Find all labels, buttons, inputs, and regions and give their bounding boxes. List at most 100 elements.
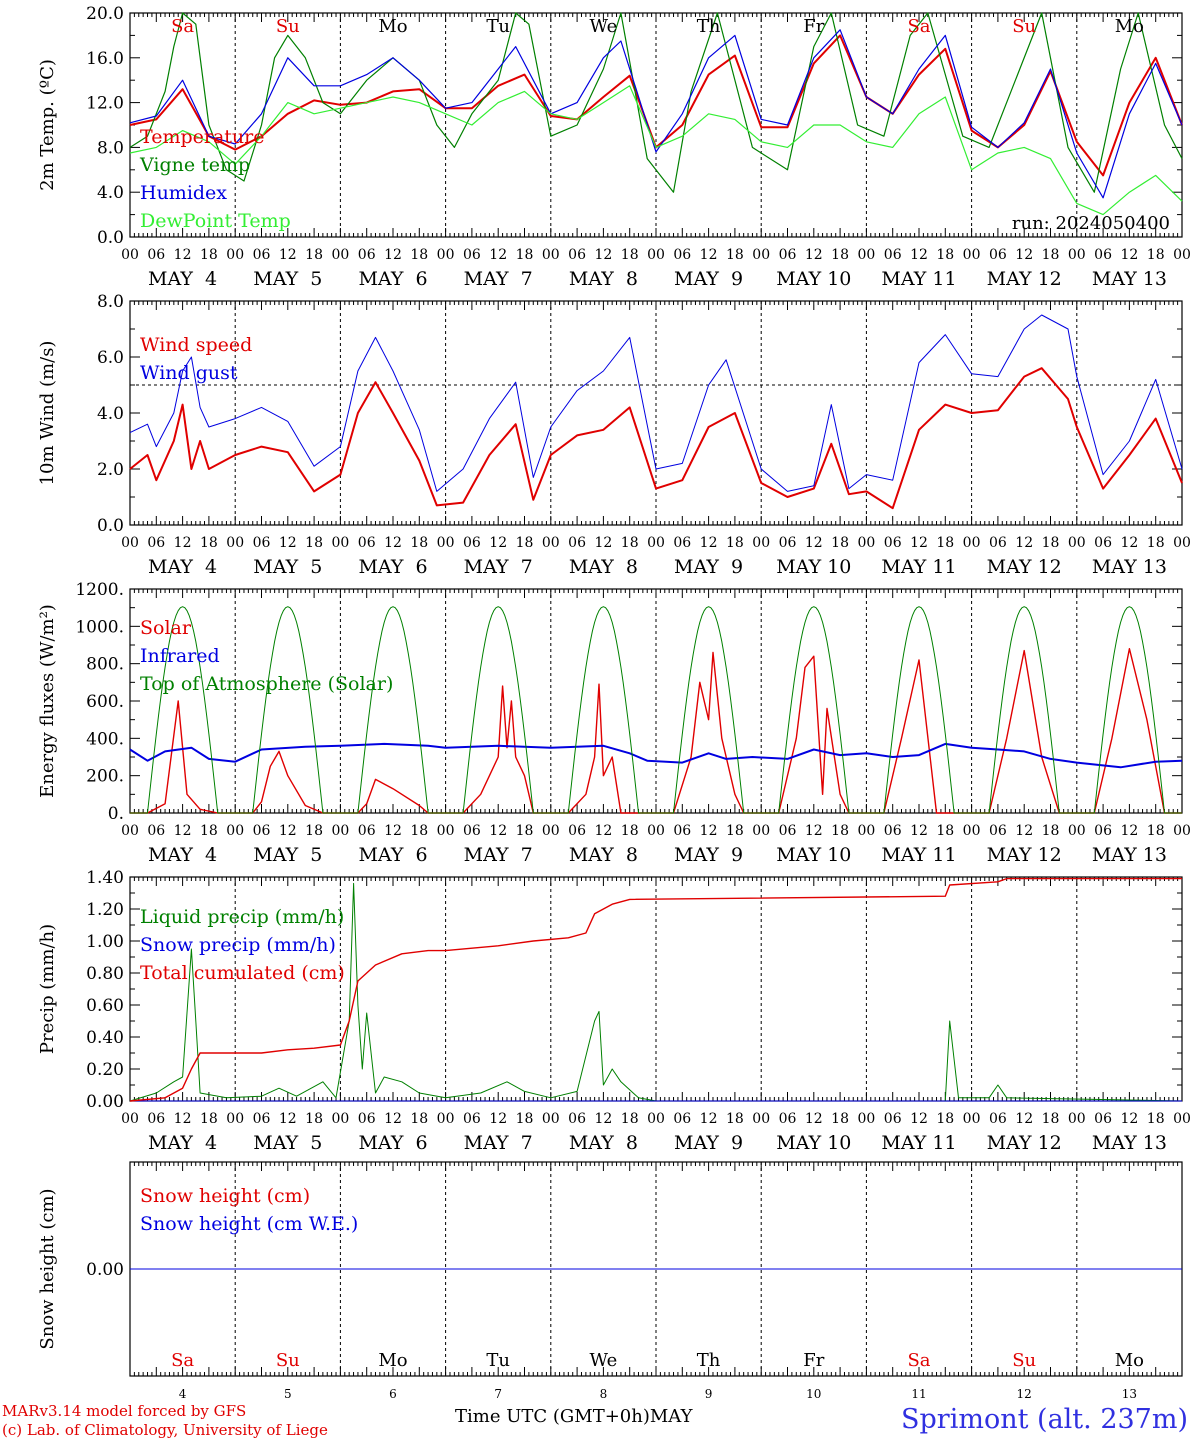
day-label: MAY 5 bbox=[253, 844, 322, 866]
hour-tick-label: 18 bbox=[831, 535, 849, 551]
legend-entry: Temperature bbox=[140, 126, 264, 148]
y-tick-label: 0.20 bbox=[86, 1060, 124, 1080]
hour-tick-label: 18 bbox=[621, 247, 639, 263]
hour-tick-label: 06 bbox=[568, 1111, 586, 1127]
hour-tick-label: 18 bbox=[516, 247, 534, 263]
weekday-label-top: Tu bbox=[486, 16, 510, 37]
series-line-dewpoint-temp bbox=[129, 85, 1183, 216]
hour-tick-label: 00 bbox=[437, 823, 455, 839]
hour-tick-label: 12 bbox=[384, 535, 402, 551]
y-tick-label: 1.40 bbox=[86, 868, 124, 888]
y-tick-label: 800. bbox=[86, 655, 124, 675]
hour-tick-label: 00 bbox=[542, 247, 560, 263]
hour-tick-label: 06 bbox=[463, 247, 481, 263]
hour-tick-label: 18 bbox=[410, 535, 428, 551]
y-tick-label: 8.0 bbox=[97, 138, 124, 158]
day-label: MAY 13 bbox=[1092, 556, 1167, 578]
hour-tick-label: 12 bbox=[1120, 823, 1138, 839]
weekday-label-bottom: Mo bbox=[378, 1350, 407, 1371]
hour-tick-label: 18 bbox=[305, 535, 323, 551]
hour-tick-label: 18 bbox=[936, 535, 954, 551]
hour-tick-label: 00 bbox=[857, 823, 875, 839]
hour-tick-label: 00 bbox=[752, 823, 770, 839]
hour-tick-label: 12 bbox=[1015, 247, 1033, 263]
panel-1 bbox=[129, 12, 1183, 238]
weekday-label-top: Su bbox=[276, 16, 300, 37]
hour-tick-label: 06 bbox=[673, 247, 691, 263]
y-tick-label: 8.0 bbox=[97, 292, 124, 312]
hour-tick-label: 06 bbox=[253, 535, 271, 551]
hour-tick-label: 06 bbox=[147, 1111, 165, 1127]
hour-tick-label: 18 bbox=[305, 1111, 323, 1127]
hour-tick-label: 06 bbox=[568, 247, 586, 263]
hour-tick-label: 18 bbox=[305, 823, 323, 839]
hour-tick-label: 18 bbox=[200, 247, 218, 263]
y-tick-label: 1000. bbox=[75, 617, 124, 637]
hour-tick-label: 18 bbox=[936, 1111, 954, 1127]
day-label: MAY 5 bbox=[253, 268, 322, 290]
legend-entry: Snow precip (mm/h) bbox=[140, 934, 336, 956]
hour-tick-label: 00 bbox=[226, 535, 244, 551]
hour-tick-label: 18 bbox=[621, 1111, 639, 1127]
hour-tick-label: 00 bbox=[1068, 535, 1086, 551]
hour-tick-label: 06 bbox=[253, 247, 271, 263]
hour-tick-label: 06 bbox=[358, 1111, 376, 1127]
hour-tick-label: 06 bbox=[463, 823, 481, 839]
weekday-label-top: Th bbox=[697, 16, 721, 37]
hour-tick-label: 00 bbox=[331, 823, 349, 839]
y-axis-label: 2m Temp. (ºC) bbox=[37, 59, 58, 191]
hour-tick-label: 18 bbox=[200, 1111, 218, 1127]
hour-tick-label: 06 bbox=[884, 823, 902, 839]
day-label: MAY 7 bbox=[464, 556, 533, 578]
hour-tick-label: 00 bbox=[1173, 823, 1191, 839]
plot-frame bbox=[129, 300, 1183, 526]
hour-tick-label: 18 bbox=[831, 1111, 849, 1127]
hour-tick-label: 12 bbox=[1120, 535, 1138, 551]
day-label: MAY 8 bbox=[569, 268, 638, 290]
hour-tick-label: 12 bbox=[700, 1111, 718, 1127]
hour-tick-label: 12 bbox=[279, 1111, 297, 1127]
hour-tick-label: 18 bbox=[410, 1111, 428, 1127]
hour-tick-label: 00 bbox=[857, 535, 875, 551]
hour-tick-label: 06 bbox=[253, 823, 271, 839]
y-tick-label: 0.0 bbox=[97, 228, 124, 248]
hour-tick-label: 18 bbox=[831, 823, 849, 839]
hour-tick-label: 18 bbox=[1147, 535, 1165, 551]
weekday-label-bottom: Sa bbox=[907, 1350, 930, 1371]
weekday-label-bottom: Su bbox=[1012, 1350, 1036, 1371]
hour-tick-label: 12 bbox=[910, 535, 928, 551]
y-tick-label: 0.60 bbox=[86, 996, 124, 1016]
day-label: MAY 12 bbox=[987, 556, 1062, 578]
hour-tick-label: 06 bbox=[673, 1111, 691, 1127]
hour-tick-label: 00 bbox=[752, 247, 770, 263]
legend-entry: Infrared bbox=[140, 645, 220, 667]
series-line-total-cumulated-cm- bbox=[129, 877, 1182, 1102]
hour-tick-label: 06 bbox=[568, 535, 586, 551]
panel-2 bbox=[129, 300, 1183, 526]
day-number-label: 7 bbox=[494, 1387, 502, 1401]
hour-tick-label: 12 bbox=[594, 1111, 612, 1127]
hour-tick-label: 12 bbox=[594, 535, 612, 551]
hour-tick-label: 18 bbox=[516, 535, 534, 551]
day-label: MAY 8 bbox=[569, 556, 638, 578]
hour-tick-label: 18 bbox=[200, 535, 218, 551]
hour-tick-label: 06 bbox=[253, 1111, 271, 1127]
hour-tick-label: 12 bbox=[279, 247, 297, 263]
hour-tick-label: 12 bbox=[700, 535, 718, 551]
day-number-label: 11 bbox=[911, 1387, 926, 1401]
hour-tick-label: 12 bbox=[489, 823, 507, 839]
y-tick-label: 2.0 bbox=[97, 460, 124, 480]
weekday-label-bottom: We bbox=[590, 1350, 618, 1371]
hour-tick-label: 18 bbox=[726, 535, 744, 551]
y-axis-label: Precip (mm/h) bbox=[37, 924, 58, 1054]
hour-tick-label: 00 bbox=[437, 535, 455, 551]
hour-tick-label: 12 bbox=[805, 247, 823, 263]
hour-tick-label: 12 bbox=[384, 823, 402, 839]
hour-tick-label: 00 bbox=[121, 247, 139, 263]
y-tick-label: 0. bbox=[108, 804, 124, 824]
hour-tick-label: 18 bbox=[305, 247, 323, 263]
legend-entry: Snow height (cm W.E.) bbox=[140, 1213, 358, 1235]
hour-tick-label: 12 bbox=[384, 1111, 402, 1127]
hour-tick-label: 18 bbox=[200, 823, 218, 839]
hour-tick-label: 06 bbox=[1094, 1111, 1112, 1127]
